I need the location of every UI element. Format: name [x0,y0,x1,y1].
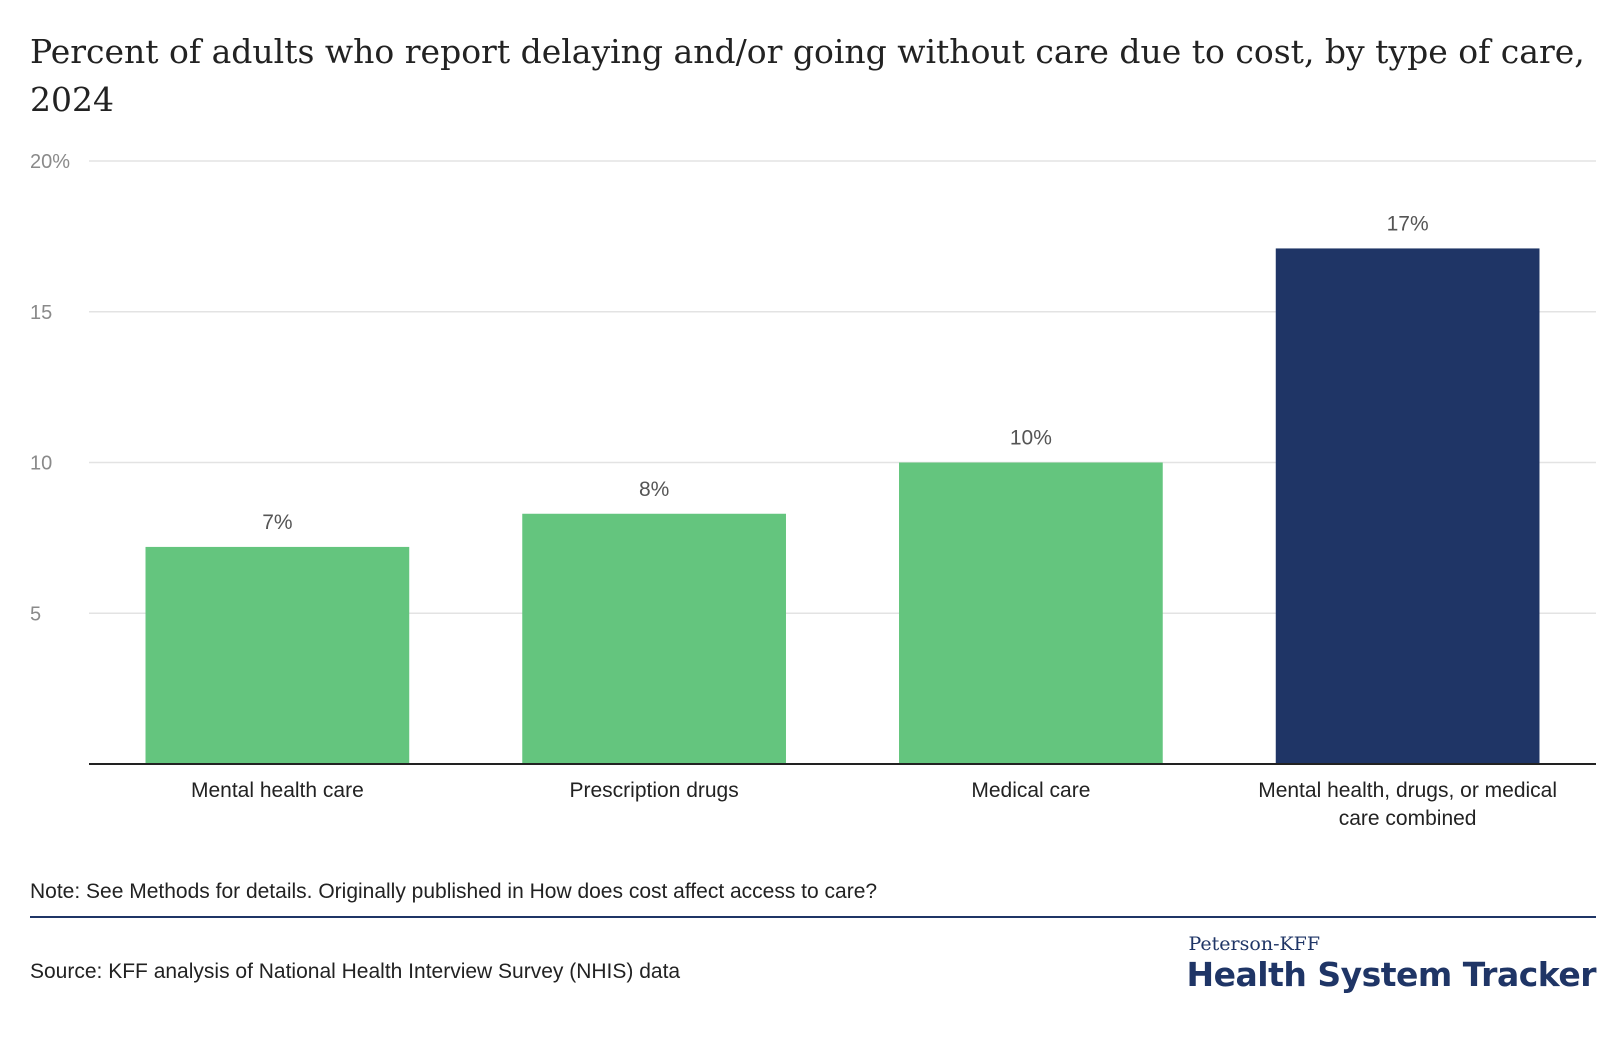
brand-logo[interactable]: Peterson-KFF Health System Tracker [1187,933,1597,995]
y-axis-ticks: 20% 15 10 5 [30,151,70,625]
x-category-label: Medical care [971,779,1090,802]
y-tick-label: 10 [30,453,52,475]
chart-title: Percent of adults who report delaying an… [30,32,1585,119]
bars [145,248,1540,764]
data-labels: 7% 8% 10% 17% [262,212,1428,533]
x-category-label-line: care combined [1339,807,1477,830]
y-tick-label: 20% [30,151,70,173]
bar-chart: 20% 15 10 5 7% 8% 10% 17% Mental health care Pr… [30,151,1596,830]
x-category-label: Mental health care [191,779,364,802]
data-label: 8% [639,478,669,501]
bar [145,546,410,764]
x-category-label-line: Mental health, drugs, or medical [1258,779,1557,802]
y-tick-label: 15 [30,302,52,324]
logo-subtitle: Peterson-KFF [1188,933,1321,955]
data-label: 17% [1387,212,1429,235]
bar [1275,248,1540,764]
bar [899,462,1163,764]
bar [522,513,786,764]
logo-title: Health System Tracker [1186,955,1597,994]
data-label: 7% [262,511,292,534]
chart-note: Note: See Methods for details. Originall… [30,880,878,903]
footer-divider [30,916,1596,918]
x-category-label-line: Prescription drugs [570,779,739,802]
x-axis-categories: Mental health care Prescription drugs Medi… [191,779,1557,830]
chart-source: Source: KFF analysis of National Health … [30,960,681,983]
x-category-label: Prescription drugs [570,779,739,802]
x-category-label: Mental health, drugs, or medical care com… [1258,779,1557,830]
y-tick-label: 5 [30,603,41,625]
data-label: 10% [1010,427,1052,450]
x-category-label-line: Mental health care [191,779,364,802]
x-category-label-line: Medical care [971,779,1090,802]
